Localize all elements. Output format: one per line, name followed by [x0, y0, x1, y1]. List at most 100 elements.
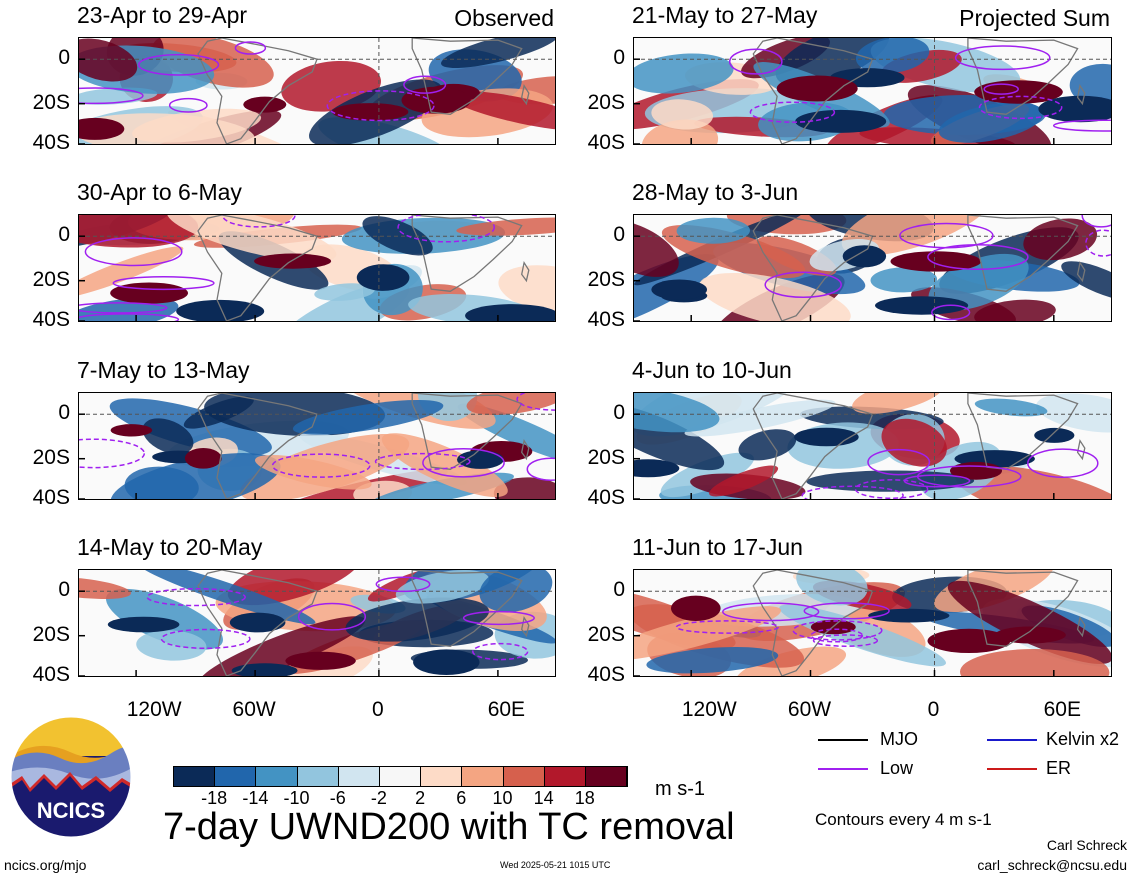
colorbar-label: -14 — [242, 788, 269, 808]
anomaly-shading — [955, 465, 1111, 499]
y-tick-label: 40S — [587, 663, 625, 686]
colorbar-label: 2 — [415, 788, 426, 808]
anomaly-shading — [136, 570, 316, 625]
anomaly-core — [842, 245, 887, 268]
anomaly-shading — [634, 53, 734, 94]
south-america-outline — [752, 570, 874, 676]
site-link[interactable]: ncics.org/mjo — [4, 857, 87, 873]
colorbar-label: -2 — [370, 788, 387, 808]
anomaly-shading — [634, 254, 719, 321]
anomaly-shading — [738, 429, 797, 461]
panel-title: 21-May to 27-May — [632, 2, 818, 28]
y-tick-label: 0 — [58, 223, 70, 247]
panel-title: 7-May to 13-May — [77, 357, 250, 383]
low-contour — [983, 83, 1019, 95]
madagascar-outline — [521, 438, 530, 461]
anomaly-core — [927, 628, 1011, 653]
anomaly-shading — [142, 418, 194, 455]
main-title: 7-day UWND200 with TC removal — [163, 806, 735, 848]
anomaly-shading — [634, 403, 725, 471]
africa-outline — [967, 215, 1079, 292]
anomaly-core — [401, 86, 471, 114]
anomaly-shading — [855, 38, 930, 74]
low-contour — [297, 602, 367, 631]
colorbar-swatch — [421, 767, 463, 786]
y-tick-label: 20S — [587, 445, 625, 469]
anomaly-shading — [651, 99, 714, 130]
anomaly-shading — [709, 465, 779, 497]
panel-tag: Observed — [454, 5, 554, 31]
madagascar-outline — [521, 615, 530, 638]
anomaly-shading — [79, 38, 138, 82]
y-tick-label: 40S — [32, 486, 70, 509]
low-contour — [79, 302, 168, 314]
map-panel — [633, 569, 1112, 677]
colorbar-label: -6 — [329, 788, 346, 808]
low-contour — [168, 97, 208, 113]
anomaly-core — [671, 595, 721, 621]
anomaly-shading — [345, 597, 490, 642]
south-america-outline — [197, 393, 318, 499]
south-america-outline — [752, 393, 874, 499]
anomaly-core — [332, 103, 409, 121]
wind-anomaly-map — [79, 38, 555, 144]
wind-anomaly-map — [634, 393, 1111, 499]
anomaly-core — [795, 109, 887, 133]
x-tick-label: 60E — [1043, 698, 1081, 721]
low-contour — [792, 620, 883, 641]
anomaly-shading — [974, 398, 1048, 417]
ncics-logo: NCICS — [10, 716, 132, 838]
low-contour — [1052, 119, 1111, 132]
colorbar-swatch — [379, 767, 422, 786]
colorbar-swatch — [215, 767, 257, 786]
low-contour — [978, 95, 1063, 120]
madagascar-outline — [1076, 261, 1086, 283]
wind-anomaly-map — [79, 393, 555, 499]
africa-outline — [411, 570, 523, 647]
anomaly-shading — [1061, 261, 1111, 301]
anomaly-shading — [634, 606, 782, 661]
anomaly-core — [465, 304, 555, 321]
anomaly-shading — [79, 246, 184, 299]
wind-anomaly-map — [634, 38, 1111, 144]
y-tick-label: 40S — [587, 131, 625, 154]
map-panel — [78, 569, 556, 677]
anomaly-shading — [676, 217, 750, 244]
africa-outline — [411, 215, 523, 292]
panel-tag: Projected Sum — [959, 5, 1110, 31]
anomaly-shading — [441, 38, 555, 68]
anomaly-core — [231, 663, 298, 676]
y-tick-label: 0 — [58, 578, 70, 602]
colorbar-label: 10 — [492, 788, 513, 808]
x-tick-label: 0 — [372, 698, 384, 721]
low-contour — [146, 587, 246, 607]
low-contour — [160, 628, 251, 650]
colorbar — [173, 766, 628, 787]
anomaly-shading — [775, 38, 890, 87]
anomaly-core — [875, 296, 969, 315]
legend-mjo-line — [818, 739, 868, 741]
anomaly-core — [776, 75, 858, 102]
low-contour — [234, 41, 267, 55]
low-contour — [137, 53, 220, 76]
y-tick-label: 40S — [587, 486, 625, 509]
legend-kelvin-label: Kelvin x2 — [1046, 729, 1120, 749]
low-contour — [112, 276, 215, 291]
anomaly-shading — [167, 215, 337, 262]
low-contour — [84, 237, 183, 267]
low-contour — [903, 474, 971, 488]
wind-anomaly-map — [79, 215, 555, 321]
anomaly-shading — [841, 215, 994, 256]
anomaly-shading — [132, 108, 262, 143]
y-tick-label: 0 — [58, 46, 70, 70]
author-email[interactable]: carl_schreck@ncsu.edu — [977, 857, 1127, 873]
map-panel — [633, 392, 1112, 500]
anomaly-shading — [381, 433, 508, 498]
anomaly-shading — [448, 90, 555, 131]
map-panel — [78, 37, 556, 145]
y-tick-label: 0 — [613, 46, 625, 70]
panel-title: 4-Jun to 10-Jun — [632, 357, 792, 383]
anomaly-core — [110, 424, 153, 437]
colorbar-swatch — [338, 767, 380, 786]
colorbar-label: 6 — [456, 788, 467, 808]
